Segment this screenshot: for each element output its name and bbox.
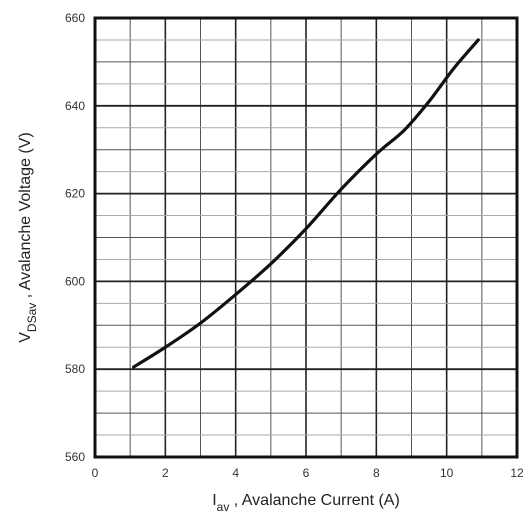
y-axis-label-rest: , Avalanche Voltage (V) (17, 132, 34, 302)
x-tick-labels: 0 2 4 6 8 10 12 (92, 466, 524, 480)
y-axis-label: VDSav , Avalanche Voltage (V) (17, 132, 39, 343)
y-tick-label: 600 (65, 274, 85, 288)
x-tick-label: 8 (373, 466, 380, 480)
x-axis-label-subscript: av (217, 500, 230, 514)
x-tick-label: 0 (92, 466, 99, 480)
y-tick-label: 620 (65, 187, 85, 201)
series-layer (132, 38, 480, 369)
x-tick-label: 4 (232, 466, 239, 480)
series-line (132, 38, 480, 369)
x-tick-label: 12 (510, 466, 524, 480)
x-axis-label-main: I (212, 492, 216, 509)
y-tick-label: 660 (65, 11, 85, 25)
y-axis-label-main: V (17, 332, 34, 343)
y-tick-labels: 560 580 600 620 640 660 (65, 11, 85, 464)
y-axis-label-subscript: DSav (25, 303, 39, 332)
grid (95, 18, 517, 457)
x-axis-label: Iav , Avalanche Current (A) (212, 492, 400, 514)
y-tick-label: 580 (65, 362, 85, 376)
plot-frame (93, 16, 519, 459)
y-tick-label: 560 (65, 450, 85, 464)
y-tick-label: 640 (65, 99, 85, 113)
x-tick-label: 10 (440, 466, 454, 480)
x-tick-label: 2 (162, 466, 169, 480)
x-axis-label-rest: , Avalanche Current (A) (229, 492, 399, 509)
x-tick-label: 6 (303, 466, 310, 480)
